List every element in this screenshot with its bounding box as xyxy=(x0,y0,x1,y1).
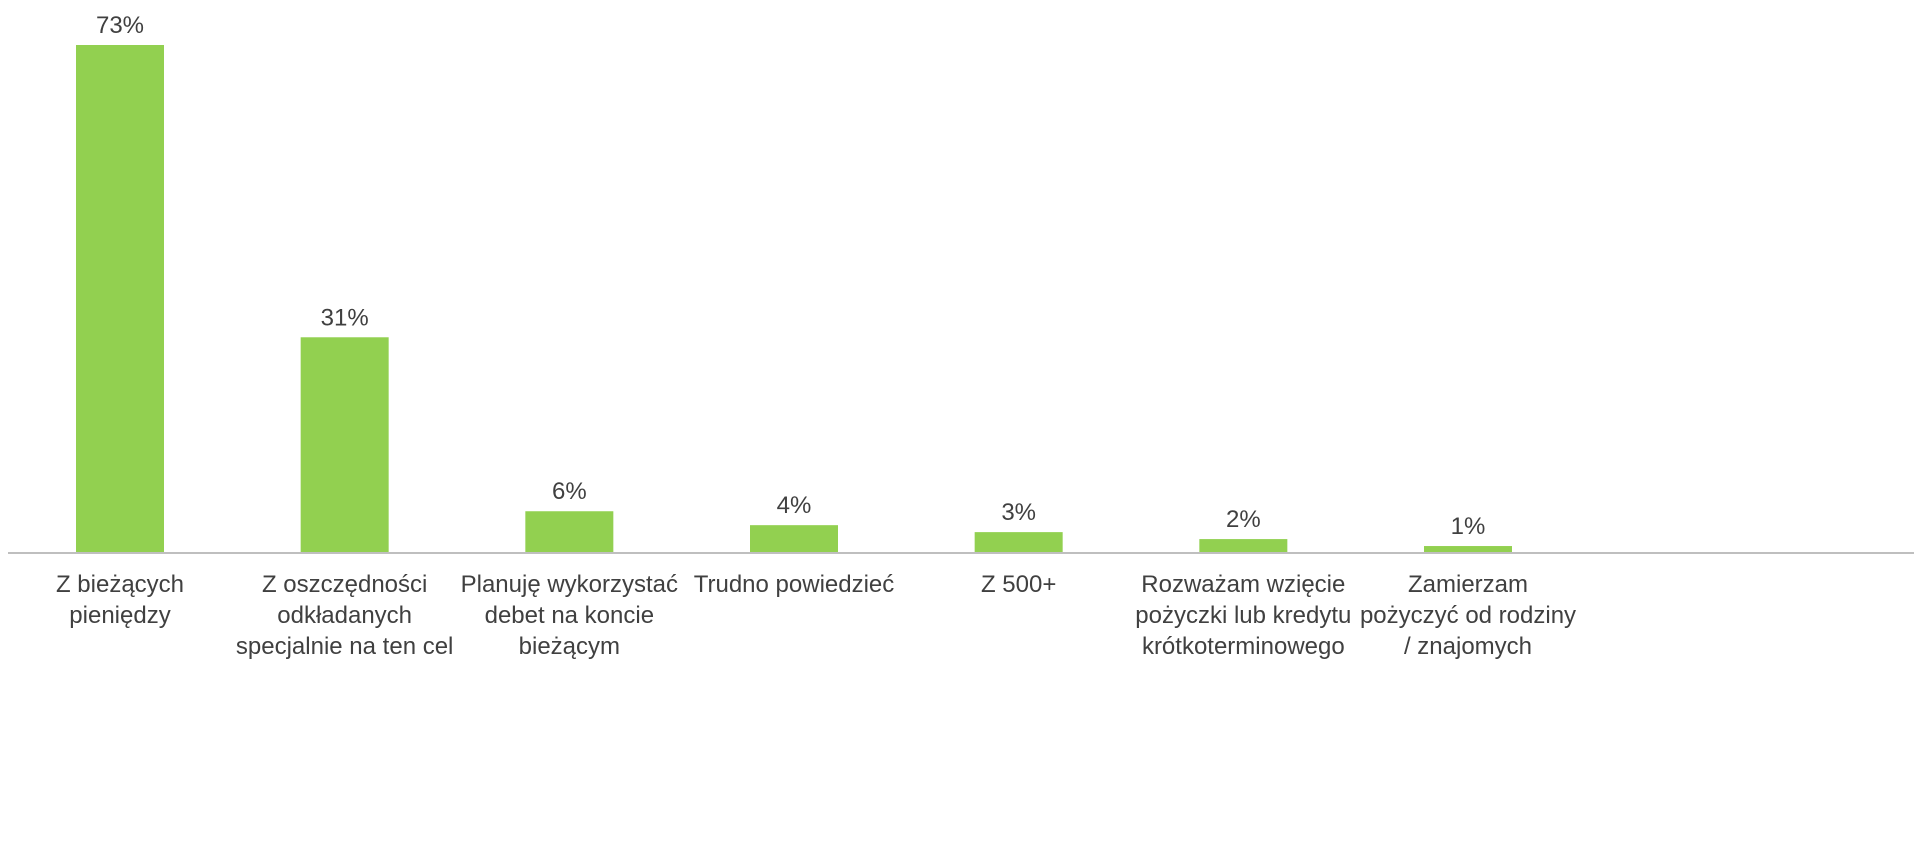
value-label: 31% xyxy=(321,304,369,331)
bar xyxy=(1199,539,1288,553)
bar xyxy=(300,337,389,553)
bar xyxy=(76,45,164,553)
x-tick-label: Z 500+ xyxy=(980,571,1057,598)
value-label: 6% xyxy=(552,478,587,505)
bar xyxy=(1424,546,1512,553)
value-label: 4% xyxy=(777,492,812,519)
value-label: 1% xyxy=(1451,513,1486,540)
value-label: 73% xyxy=(96,12,144,39)
bar xyxy=(750,525,838,553)
x-tick-label: Rozważam wzięcie pożyczki lub kredytu kr… xyxy=(1135,571,1352,660)
value-label: 3% xyxy=(1001,499,1036,526)
bar xyxy=(974,532,1063,553)
value-label: 2% xyxy=(1226,506,1261,533)
x-tick-label: Z bieżących pieniędzy xyxy=(55,571,185,629)
x-tick-label: Z oszczędności odkładanych specjalnie na… xyxy=(235,571,454,660)
x-tick-label: Zamierzam pożyczyć od rodziny / znajomyc… xyxy=(1359,571,1577,660)
x-tick-label: Trudno powiedzieć xyxy=(693,571,895,598)
x-tick-label: Planuję wykorzystać debet na koncie bież… xyxy=(460,571,679,660)
bar xyxy=(525,511,614,553)
